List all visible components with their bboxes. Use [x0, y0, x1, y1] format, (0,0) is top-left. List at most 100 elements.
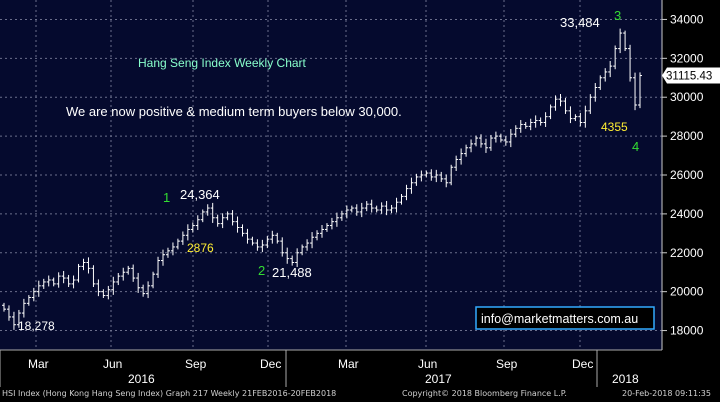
ohlc-bar: [270, 230, 275, 244]
y-tick-label: 30000: [670, 90, 704, 104]
ohlc-bar: [200, 209, 205, 223]
chart-commentary: We are now positive & medium term buyers…: [66, 104, 402, 119]
ohlc-bar: [76, 263, 81, 283]
x-month-label: Jun: [418, 357, 437, 371]
website-label: info@marketmatters.com.au: [481, 312, 638, 326]
ohlc-bar: [483, 138, 488, 153]
x-year-label: 2016: [128, 372, 155, 386]
ohlc-bar: [488, 134, 493, 151]
ohlc-bar: [414, 173, 419, 186]
last-price-tag: [662, 67, 720, 84]
ohlc-bar: [41, 278, 46, 289]
y-tick-label: 32000: [670, 51, 704, 65]
annotation-label: 1: [163, 190, 170, 205]
ohlc-bar: [26, 295, 31, 306]
ohlc-bar: [608, 60, 613, 78]
annotation-label: 2876: [187, 241, 214, 255]
hsi-weekly-chart: 18000 20000 22000 24000 26000 28000 30000 32000…: [0, 0, 720, 387]
ohlc-bar: [101, 289, 106, 298]
ohlc-bar: [638, 72, 642, 109]
ohlc-bar: [334, 212, 339, 227]
ohlc-bar: [71, 275, 76, 289]
ohlc-bar: [379, 202, 384, 214]
ohlc-bar: [503, 136, 508, 146]
ohlc-bar: [444, 174, 449, 188]
ohlc-bar: [260, 239, 265, 253]
ohlc-bar: [474, 135, 479, 147]
ohlc-bar: [205, 204, 210, 216]
ohlc-bar: [280, 237, 285, 257]
ohlc-bar: [533, 115, 538, 128]
ohlc-bar: [493, 131, 498, 143]
ohlc-bar: [613, 45, 618, 70]
ohlc-bar: [593, 83, 598, 102]
ohlc-bar: [558, 94, 563, 107]
ohlc-bar: [51, 277, 56, 287]
ohlc-bar: [195, 215, 200, 231]
ohlc-bar: [235, 216, 240, 233]
annotation-label: 21,488: [272, 265, 312, 280]
ohlc-bar: [424, 170, 429, 178]
ohlc-bar: [175, 238, 180, 250]
ohlc-bar: [230, 210, 235, 226]
ohlc-bar: [419, 170, 424, 182]
footer-copyright: Copyright© 2018 Bloomberg Finance L.P.: [402, 389, 567, 398]
ohlc-bar: [81, 258, 86, 271]
ohlc-bar: [165, 247, 170, 258]
annotation-label: 33,484: [560, 15, 600, 30]
ohlc-bar: [305, 239, 310, 251]
ohlc-bar: [389, 204, 394, 214]
ohlc-bar: [161, 249, 165, 266]
ohlc-bar: [394, 197, 399, 213]
ohlc-bar: [568, 106, 573, 124]
y-tick-label: 20000: [670, 285, 704, 299]
ohlc-bar: [633, 72, 638, 111]
ohlc-bar: [359, 202, 364, 218]
ohlc-bar: [369, 199, 374, 213]
ohlc-bar: [111, 276, 116, 295]
ohlc-bar: [300, 244, 305, 256]
annotation-label: 3: [614, 8, 621, 23]
ohlc-bar: [56, 272, 61, 288]
footer-timestamp: 20-Feb-2018 09:11:35: [622, 389, 711, 398]
ohlc-bar: [11, 311, 16, 330]
ohlc-bar: [66, 274, 71, 287]
ohlc-bar: [464, 144, 469, 157]
annotation-label: 18,278: [18, 319, 55, 333]
ohlc-bar: [548, 104, 553, 120]
ohlc-bar: [180, 231, 185, 245]
ohlc-bar: [295, 248, 300, 267]
ohlc-bar: [285, 247, 290, 264]
ohlc-bar: [583, 105, 588, 128]
ohlc-bar: [618, 28, 623, 54]
ohlc-bar: [91, 265, 96, 287]
ohlc-bar: [141, 284, 146, 297]
ohlc-bar: [86, 257, 91, 274]
ohlc-bar: [61, 270, 66, 284]
ohlc-bar: [454, 155, 459, 172]
chart-footer: HSI Index (Hong Kong Hang Seng Index) Gr…: [0, 387, 720, 402]
ohlc-bar: [210, 202, 215, 223]
annotation-label: 2: [258, 263, 265, 278]
ohlc-bar: [329, 217, 334, 230]
x-month-label: Mar: [338, 357, 359, 371]
ohlc-bar: [603, 68, 608, 82]
ohlc-bar: [156, 256, 161, 278]
ohlc-bar: [275, 232, 280, 244]
ohlc-bar: [185, 224, 190, 241]
ohlc-bar: [429, 169, 434, 181]
x-month-label: Mar: [28, 357, 49, 371]
y-tick-label: 24000: [670, 207, 704, 221]
x-month-label: Dec: [572, 357, 593, 371]
ohlc-bar: [628, 44, 633, 82]
ohlc-bar: [96, 279, 101, 297]
ohlc-bar: [449, 164, 454, 186]
ohlc-bar: [36, 280, 41, 297]
ohlc-bar: [553, 95, 558, 111]
ohlc-bar: [315, 230, 320, 241]
ohlc-bar: [543, 112, 548, 127]
ohlc-bar: [384, 200, 389, 216]
ohlc-bar: [434, 169, 439, 183]
ohlc-bar: [131, 264, 136, 282]
ohlc-bar: [265, 236, 270, 249]
